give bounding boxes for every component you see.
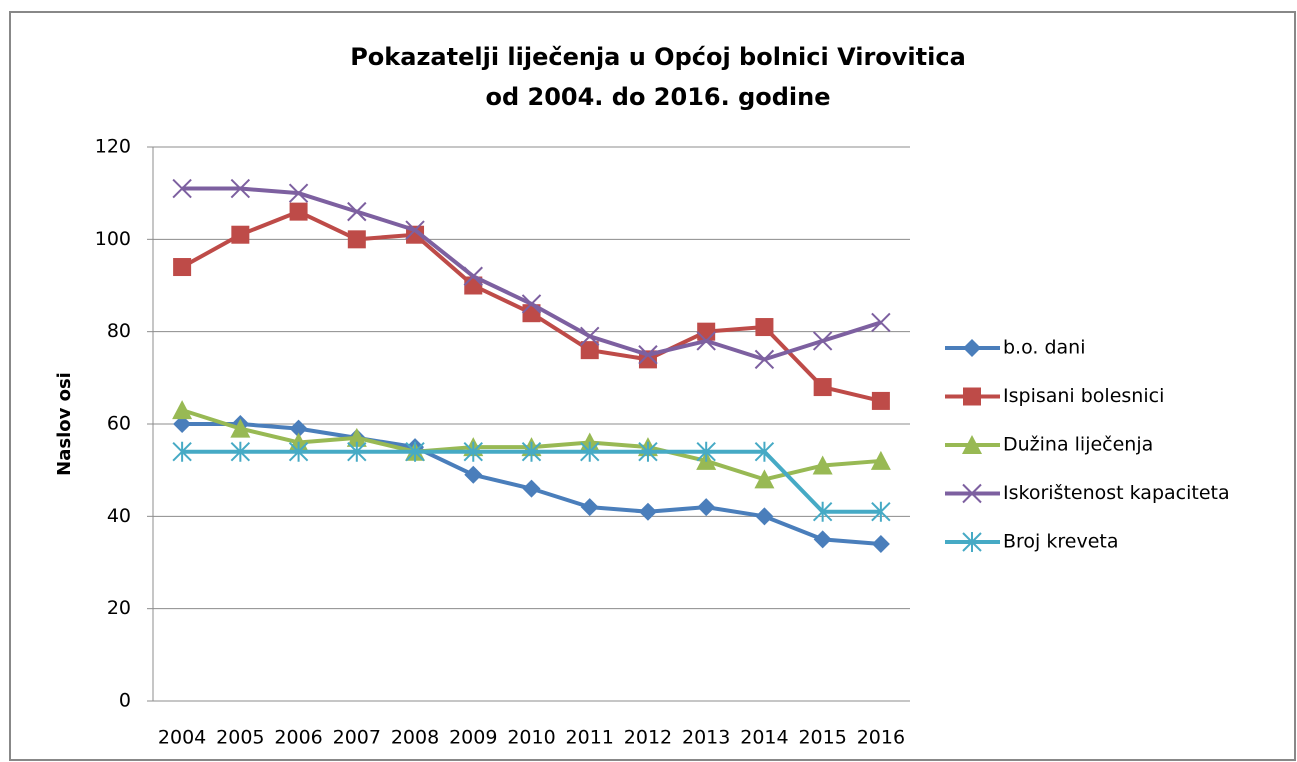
x-tick-label: 2007 xyxy=(333,727,381,749)
x-tick-label: 2009 xyxy=(449,727,497,749)
y-tick-label: 60 xyxy=(107,413,131,435)
series-marker xyxy=(230,441,251,462)
series-marker xyxy=(522,479,541,498)
x-tick-label: 2011 xyxy=(566,727,614,749)
series-marker xyxy=(580,341,599,360)
legend-marker xyxy=(962,483,982,504)
y-tick-label: 100 xyxy=(95,228,131,250)
series-marker xyxy=(871,391,890,410)
series-marker xyxy=(813,530,832,549)
y-tick-label: 120 xyxy=(95,136,131,158)
series-marker xyxy=(696,441,716,462)
x-tick-label: 2012 xyxy=(624,727,672,749)
y-tick-label: 0 xyxy=(119,690,131,712)
series-marker xyxy=(812,455,833,475)
series-marker xyxy=(697,498,716,517)
y-axis-label: Naslov osi xyxy=(54,372,75,476)
series-marker xyxy=(347,230,366,249)
series-marker xyxy=(580,326,600,346)
x-tick-label: 2016 xyxy=(857,727,905,749)
series-marker xyxy=(521,294,542,314)
chart-title: Pokazatelji liječenja u Općoj bolnici Vi… xyxy=(350,43,966,71)
series-marker xyxy=(638,502,657,521)
x-tick-label: 2006 xyxy=(274,727,322,749)
series-marker xyxy=(697,322,716,341)
legend-marker xyxy=(963,339,981,357)
series-marker xyxy=(173,415,192,433)
series-marker xyxy=(580,498,599,517)
series-marker xyxy=(463,441,483,462)
series-marker xyxy=(347,201,367,222)
x-tick-label: 2008 xyxy=(391,727,439,749)
series-marker xyxy=(755,507,774,526)
y-tick-label: 80 xyxy=(107,320,131,342)
series-marker xyxy=(230,418,251,438)
x-tick-label: 2013 xyxy=(682,727,730,749)
series-marker xyxy=(812,331,833,351)
x-tick-label: 2010 xyxy=(507,727,555,749)
series-marker xyxy=(638,441,658,462)
legend-label: Ispisani bolesnici xyxy=(1003,385,1164,407)
legend-label: Iskorištenost kapaciteta xyxy=(1003,482,1230,504)
legend-label: Broj kreveta xyxy=(1003,531,1118,553)
series-marker xyxy=(871,312,891,333)
series-marker xyxy=(289,202,308,221)
x-tick-label: 2004 xyxy=(158,727,206,749)
series-marker xyxy=(230,178,251,199)
legend-label: Dužina liječenja xyxy=(1003,434,1153,456)
series-marker xyxy=(580,441,600,462)
series-marker xyxy=(754,441,775,462)
legend-marker xyxy=(962,532,982,552)
series-marker xyxy=(172,178,192,199)
series-marker xyxy=(464,465,483,484)
series-marker xyxy=(172,441,192,462)
series-marker xyxy=(231,225,250,244)
series-marker xyxy=(870,450,891,470)
series-marker xyxy=(521,441,542,462)
y-tick-label: 20 xyxy=(107,597,131,619)
series-marker xyxy=(173,258,192,277)
legend-marker xyxy=(963,387,981,406)
series-marker xyxy=(172,400,193,420)
legend-label: b.o. dani xyxy=(1003,337,1086,359)
series-marker xyxy=(347,441,367,462)
series-marker xyxy=(463,266,483,286)
chart-frame xyxy=(9,11,1296,761)
x-tick-label: 2005 xyxy=(216,727,264,749)
series-marker xyxy=(812,501,833,522)
series-marker xyxy=(871,535,890,554)
x-tick-label: 2014 xyxy=(740,727,788,749)
series-marker xyxy=(405,220,425,240)
series-marker xyxy=(638,345,658,365)
series-marker xyxy=(288,441,309,462)
legend-marker xyxy=(962,435,982,454)
x-tick-label: 2015 xyxy=(798,727,846,749)
series-marker xyxy=(754,469,775,489)
series-marker xyxy=(754,349,775,370)
y-tick-label: 40 xyxy=(107,505,131,527)
series-marker xyxy=(346,427,367,447)
series-marker xyxy=(405,441,425,462)
series-marker xyxy=(813,378,832,397)
chart-title: od 2004. do 2016. godine xyxy=(485,83,830,111)
series-marker xyxy=(289,419,308,438)
series-marker xyxy=(696,331,716,351)
series-marker xyxy=(871,501,891,522)
series-marker xyxy=(755,318,774,337)
series-marker xyxy=(288,183,309,203)
